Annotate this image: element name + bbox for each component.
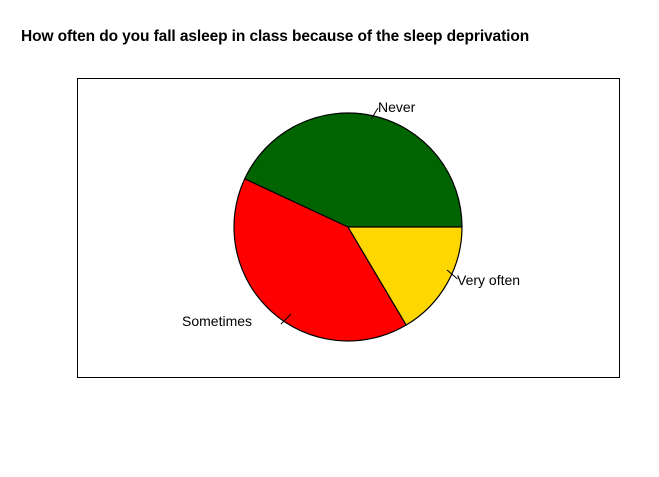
pie-label-never: Never	[378, 99, 416, 115]
pie-slice-sometimes[interactable]	[233, 178, 407, 342]
leader-line-very-often	[446, 269, 458, 280]
leader-line-sometimes	[280, 313, 292, 325]
pie-label-very-often: Very often	[457, 272, 521, 288]
pie-slice-very-often[interactable]	[347, 226, 463, 326]
pie-label-sometimes: Sometimes	[182, 313, 253, 329]
chart-title: How often do you fall asleep in class be…	[21, 28, 530, 45]
leader-line-never	[371, 107, 379, 119]
